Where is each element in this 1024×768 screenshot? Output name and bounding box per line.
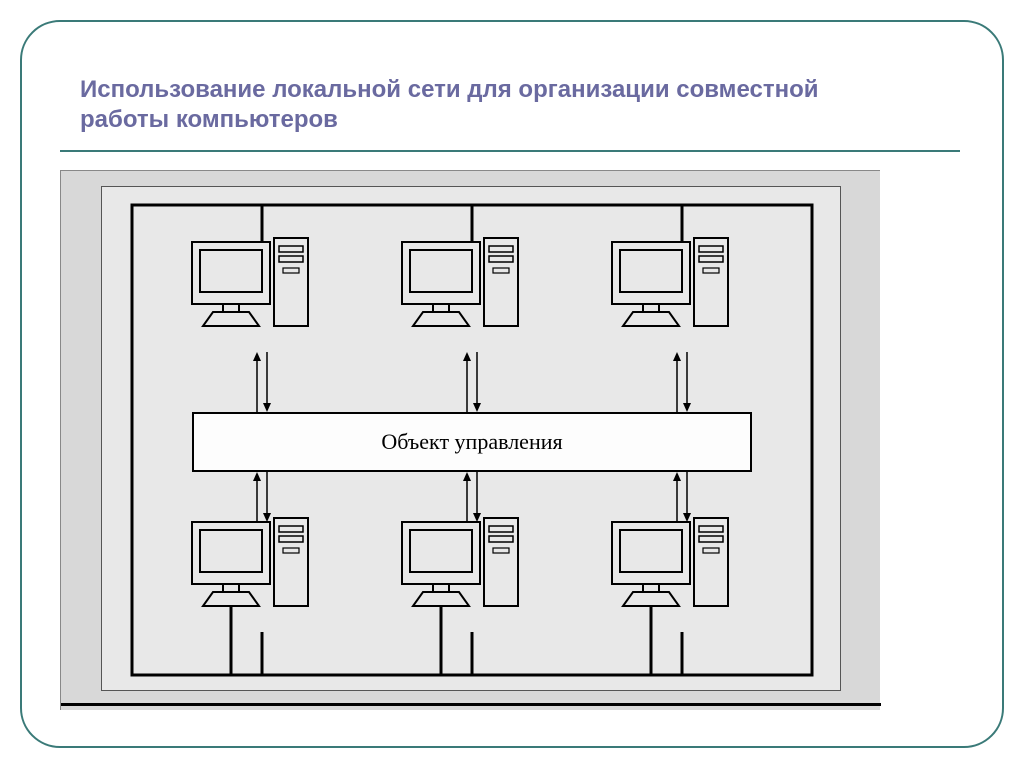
center-node-label: Объект управления [381, 429, 562, 455]
computer-icon [612, 238, 728, 326]
ground-line [61, 703, 881, 706]
diagram-outer: Объект управления [60, 170, 880, 710]
computer-icon [192, 238, 308, 326]
computer-icon [192, 518, 308, 606]
slide-title: Использование локальной сети для организ… [80, 75, 840, 135]
diagram-panel: Объект управления [101, 186, 841, 691]
title-underline [60, 150, 960, 152]
computer-icon [402, 238, 518, 326]
center-node: Объект управления [192, 412, 752, 472]
computer-icon [402, 518, 518, 606]
computer-icon [612, 518, 728, 606]
